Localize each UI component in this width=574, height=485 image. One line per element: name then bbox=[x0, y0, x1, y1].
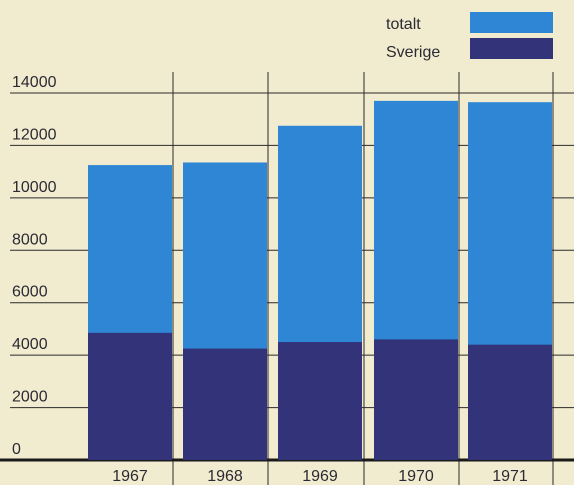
bars bbox=[88, 100, 552, 461]
y-tick-label-0: 0 bbox=[12, 441, 21, 458]
legend-swatch-totalt bbox=[470, 12, 553, 33]
y-tick-label-2: 4000 bbox=[12, 336, 48, 353]
x-label-1967: 1967 bbox=[112, 468, 148, 485]
legend-label-sverige: Sverige bbox=[386, 44, 440, 61]
y-tick-label-6: 12000 bbox=[12, 126, 57, 143]
y-tick-label-3: 6000 bbox=[12, 284, 48, 301]
y-tick-labels: 0 2000 4000 6000 8000 10000 12000 14000 bbox=[12, 74, 57, 458]
legend-label-totalt: totalt bbox=[386, 16, 421, 33]
x-label-1968: 1968 bbox=[207, 468, 243, 485]
bar-sverige-1968 bbox=[183, 348, 267, 460]
bar-sverige-1970 bbox=[374, 339, 458, 460]
bar-sverige-1967 bbox=[88, 332, 172, 460]
y-tick-label-5: 10000 bbox=[12, 179, 57, 196]
x-label-1970: 1970 bbox=[398, 468, 434, 485]
legend-swatch-sverige bbox=[470, 38, 553, 59]
legend: totalt Sverige bbox=[386, 12, 553, 61]
bar-sverige-1969 bbox=[278, 342, 362, 460]
bar-sverige-1971 bbox=[468, 344, 552, 460]
y-tick-label-4: 8000 bbox=[12, 231, 48, 248]
x-category-labels: 1967 1968 1969 1970 1971 bbox=[112, 468, 528, 485]
y-tick-label-7: 14000 bbox=[12, 74, 57, 91]
x-label-1971: 1971 bbox=[492, 468, 528, 485]
y-tick-label-1: 2000 bbox=[12, 389, 48, 406]
x-label-1969: 1969 bbox=[302, 468, 338, 485]
